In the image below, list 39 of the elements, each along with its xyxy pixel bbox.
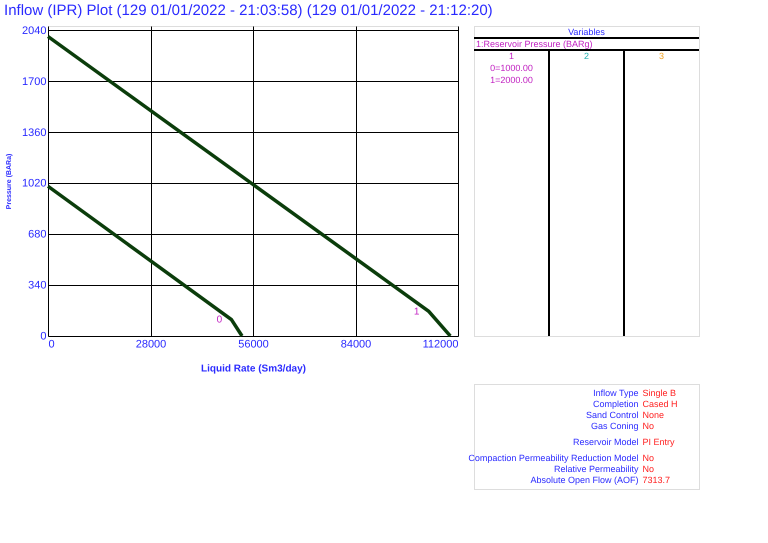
series-label: 1 [414, 306, 420, 318]
y-tick-label: 0 [40, 330, 46, 342]
text: Inflow Type [593, 388, 638, 398]
text: No [642, 453, 654, 463]
text: 1 [508, 51, 514, 61]
y-tick-label: 1700 [22, 76, 46, 88]
y-tick-label: 340 [28, 280, 46, 292]
text: 2 [584, 51, 590, 61]
x-tick-label: 56000 [238, 338, 269, 350]
y-tick-label: 2040 [22, 24, 46, 37]
y-tick-label: 680 [28, 228, 46, 241]
x-tick-label: 112000 [422, 338, 458, 350]
text: Cased H [642, 399, 678, 409]
text: Relative Permeability [554, 464, 639, 474]
text: None [642, 410, 664, 420]
text: Single B [642, 388, 676, 398]
x-tick-label: 28000 [136, 338, 166, 350]
text: Variables [568, 27, 606, 37]
chart-title: Inflow (IPR) Plot (129 01/01/2022 - 21:03:58) (129 01/01/2022 - 21:12:20) [4, 2, 493, 19]
text: 3 [658, 51, 664, 61]
text: No [642, 464, 654, 474]
text: Reservoir Model [572, 437, 638, 447]
text: 7313.7 [642, 475, 670, 485]
text: Completion [592, 399, 638, 409]
text: 0=1000.00 [490, 63, 533, 73]
text: No [642, 421, 654, 431]
text: 1=2000.00 [490, 75, 533, 85]
text: Gas Coning [590, 421, 638, 431]
text: Compaction Permeability Reduction Model [468, 453, 638, 463]
x-tick-label: 0 [48, 338, 55, 350]
x-axis-title: Liquid Rate (Sm3/day) [200, 364, 306, 374]
x-tick-label: 84000 [340, 338, 372, 350]
y-tick-label: 1360 [22, 126, 46, 139]
text: 1:Reservoir Pressure (BARg) [476, 39, 593, 49]
text: Absolute Open Flow (AOF) [530, 475, 638, 485]
y-tick-label: 1020 [22, 178, 46, 190]
text: Sand Control [586, 410, 638, 420]
series-label: 0 [216, 314, 223, 326]
text: PI Entry [642, 437, 676, 447]
